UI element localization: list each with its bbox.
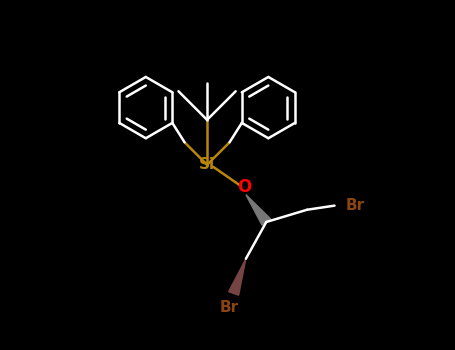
Text: Br: Br <box>346 198 365 213</box>
Polygon shape <box>246 195 271 225</box>
Text: O: O <box>237 178 251 196</box>
Text: Br: Br <box>220 300 239 315</box>
Text: Si: Si <box>199 157 215 172</box>
Polygon shape <box>228 259 246 295</box>
